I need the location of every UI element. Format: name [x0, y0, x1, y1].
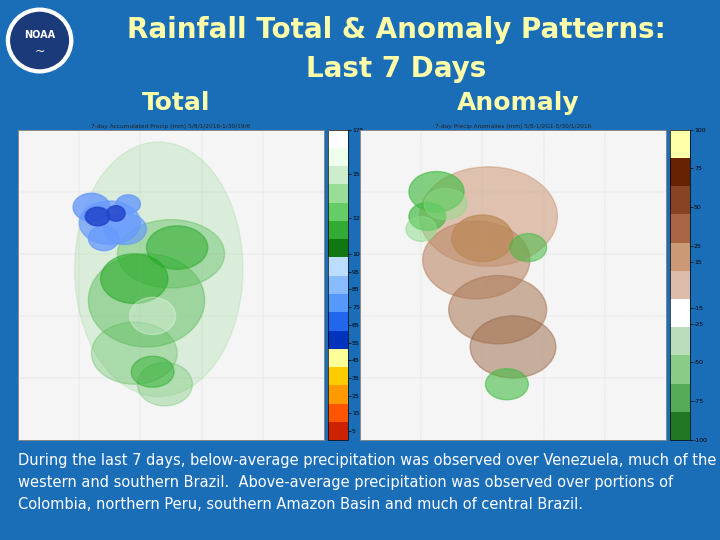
Ellipse shape — [424, 188, 467, 220]
Ellipse shape — [147, 226, 208, 269]
Ellipse shape — [73, 193, 109, 221]
Ellipse shape — [409, 172, 464, 212]
Ellipse shape — [85, 207, 109, 226]
Ellipse shape — [117, 220, 225, 288]
Ellipse shape — [107, 206, 125, 221]
Ellipse shape — [409, 202, 446, 231]
Text: ~: ~ — [35, 44, 45, 58]
Ellipse shape — [485, 369, 528, 400]
Ellipse shape — [101, 254, 168, 303]
Text: NOAA: NOAA — [24, 30, 55, 40]
Text: Rainfall Total & Anomaly Patterns:: Rainfall Total & Anomaly Patterns: — [127, 16, 665, 44]
Circle shape — [11, 12, 68, 69]
Ellipse shape — [116, 195, 140, 213]
Ellipse shape — [91, 322, 177, 384]
Ellipse shape — [510, 234, 546, 261]
Ellipse shape — [75, 142, 243, 396]
Ellipse shape — [138, 362, 192, 406]
Ellipse shape — [420, 167, 557, 266]
Text: 7-day Precip Anomalies (mm) 5/8-1/2G1-5/30/1/2016: 7-day Precip Anomalies (mm) 5/8-1/2G1-5/… — [435, 124, 591, 129]
Ellipse shape — [449, 275, 546, 344]
Text: Last 7 Days: Last 7 Days — [306, 55, 486, 83]
Circle shape — [6, 8, 73, 73]
Text: Anomaly: Anomaly — [457, 91, 580, 114]
Ellipse shape — [452, 215, 513, 261]
Ellipse shape — [130, 297, 176, 334]
Text: 7-day Accumulated Precip (mm) 5/8/1/2016-1/30/19/6: 7-day Accumulated Precip (mm) 5/8/1/2016… — [91, 124, 251, 129]
Ellipse shape — [131, 356, 174, 387]
Ellipse shape — [89, 254, 204, 347]
Ellipse shape — [406, 217, 436, 241]
Ellipse shape — [423, 221, 530, 299]
Ellipse shape — [470, 316, 556, 378]
Ellipse shape — [104, 213, 147, 245]
Ellipse shape — [79, 201, 140, 245]
Ellipse shape — [89, 226, 119, 251]
Text: During the last 7 days, below-average precipitation was observed over Venezuela,: During the last 7 days, below-average pr… — [18, 453, 716, 512]
Text: Total: Total — [142, 91, 211, 114]
